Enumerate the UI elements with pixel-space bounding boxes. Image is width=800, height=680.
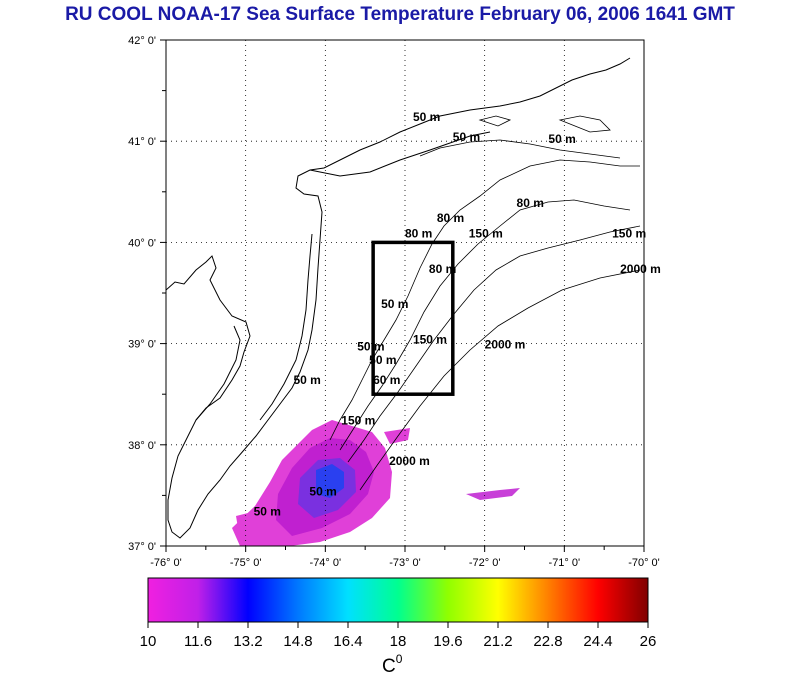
isobath-label: 150 m [341,414,375,428]
lon-tick-label: -74° 0' [310,557,342,569]
lat-tick-label: 41° 0' [128,136,156,148]
colorbar-tick-label: 26 [640,633,657,650]
colorbar-tick-label: 16.4 [333,633,362,650]
sst-swath [232,420,520,546]
colorbar-tick-label: 19.6 [433,633,462,650]
isobath-label: 50 m [548,132,575,146]
isobaths [329,115,641,491]
colorbar-ticks: 10 11.6 13.2 14.8 16.4 18 19.6 21.2 22.8 24.4 26 [140,622,657,650]
colorbar-tick-label: 18 [390,633,407,650]
study-box-outline [371,240,455,396]
colorbar-units: C0 [382,652,403,677]
colorbar-tick-label: 10 [140,633,157,650]
map-title: RU COOL NOAA-17 Sea Surface Temperature … [65,4,735,25]
isobath-label: 150 m [413,333,447,347]
colorbar-tick-label: 13.2 [233,633,262,650]
isobath-label: 50 m [369,353,396,367]
study-area-box [371,240,455,396]
colorbar-tick-label: 24.4 [583,633,612,650]
isobath-label: 50 m [413,110,440,124]
isobath-label: 50 m [309,484,336,498]
isobath-label: 150 m [612,226,646,240]
lon-tick-label: -76° 0' [150,557,182,569]
lat-tick-label: 39° 0' [128,339,156,351]
axis-ticks: -76° 0' -75° 0' -74° 0' -73° 0' -72° 0' -71° … [128,35,660,569]
lat-tick-label: 37° 0' [128,541,156,553]
lon-tick-label: -71° 0' [549,557,581,569]
coastline [166,57,631,539]
isobath-label: 2000 m [485,338,526,352]
colorbar-tick-label: 14.8 [283,633,312,650]
colorbar-tick-label: 11.6 [184,633,212,650]
isobath-label: 50 m [293,373,320,387]
plot-frame [165,39,645,547]
lon-tick-label: -70° 0' [628,557,660,569]
isobath-label: 80 m [437,211,464,225]
isobath-label: 60 m [373,373,400,387]
isobath-label: 80 m [405,226,432,240]
isobath-label: 50 m [453,130,480,144]
isobath-label: 150 m [469,226,503,240]
lon-tick-label: -73° 0' [389,557,421,569]
lat-tick-label: 40° 0' [128,237,156,249]
isobath-label: 80 m [429,262,456,276]
lat-tick-label: 38° 0' [128,440,156,452]
isobath-label: 50 m [357,340,384,354]
isobath-label: 50 m [381,297,408,311]
lon-tick-label: -72° 0' [469,557,501,569]
isobath-label: 2000 m [389,454,430,468]
lat-tick-label: 42° 0' [128,35,156,47]
plot-background [166,40,644,546]
colorbar: 10 11.6 13.2 14.8 16.4 18 19.6 21.2 22.8 24.4 26 C… [140,577,657,677]
colorbar-tick-label: 22.8 [533,633,562,650]
isobath-label: 50 m [254,505,281,519]
isobath-label: 80 m [517,196,544,210]
colorbar-gradient [147,577,649,623]
lon-tick-label: -75° 0' [230,557,262,569]
isobath-label: 2000 m [620,262,661,276]
colorbar-tick-label: 21.2 [483,633,512,650]
